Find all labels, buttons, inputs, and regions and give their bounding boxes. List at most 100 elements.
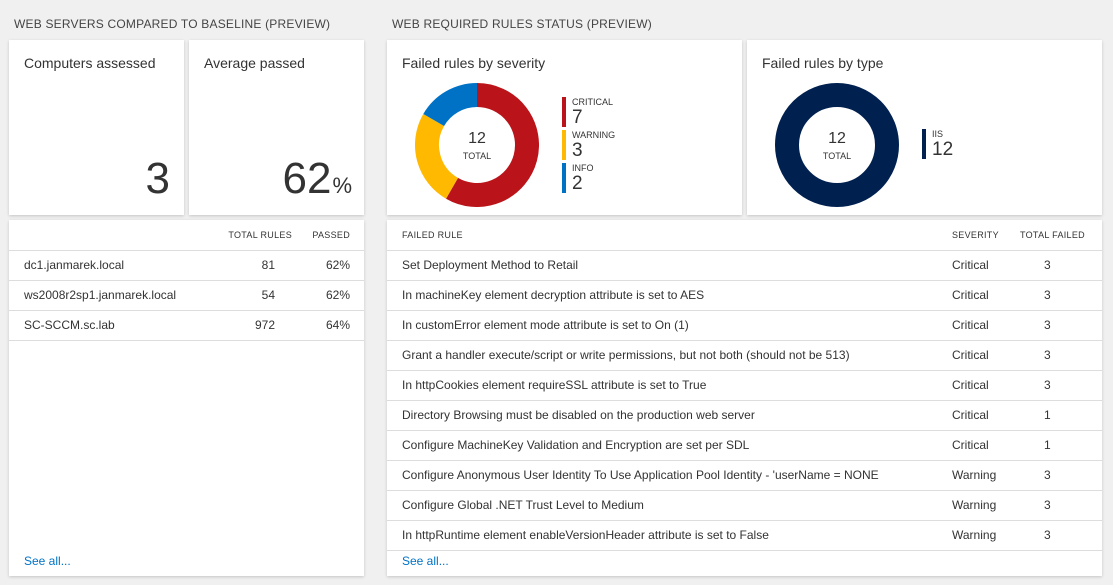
type-donut-arcs [775, 83, 899, 207]
severity-chart-tile[interactable]: Failed rules by severity 12 TOTAL CRITIC… [387, 40, 742, 215]
failed-rule-count: 1 [1020, 400, 1102, 431]
server-name: SC-SCCM.sc.lab [9, 310, 220, 341]
severity-total-value: 12 [468, 130, 486, 147]
col-server-name [9, 220, 220, 251]
table-row[interactable]: Configure MachineKey Validation and Encr… [387, 430, 1102, 461]
severity-legend-swatch [562, 163, 566, 193]
computers-assessed-value: 3 [146, 157, 170, 201]
type-donut: 12 TOTAL [775, 83, 899, 207]
table-row[interactable]: In httpCookies element requireSSL attrib… [387, 370, 1102, 401]
average-passed-tile[interactable]: Average passed 62% [189, 40, 364, 215]
failed-rule-name: Grant a handler execute/script or write … [387, 340, 952, 371]
type-legend: IIS 12 [922, 129, 953, 162]
server-name: ws2008r2sp1.janmarek.local [9, 280, 220, 311]
failed-rule-severity: Critical [952, 250, 1020, 281]
server-passed: 62% [300, 250, 364, 281]
col-failed-rule: FAILED RULE [387, 220, 952, 251]
col-passed: PASSED [300, 220, 364, 251]
severity-slice-warning[interactable] [415, 114, 459, 199]
left-section-title: WEB SERVERS COMPARED TO BASELINE (PREVIE… [14, 17, 331, 31]
type-chart-tile[interactable]: Failed rules by type 12 TOTAL IIS 12 [747, 40, 1102, 215]
failed-rule-count: 3 [1020, 520, 1102, 551]
failed-rule-count: 3 [1020, 280, 1102, 311]
table-row[interactable]: Configure Global .NET Trust Level to Med… [387, 490, 1102, 521]
servers-table-header: TOTAL RULES PASSED [9, 220, 364, 251]
average-passed-number: 62 [282, 154, 332, 203]
rules-see-all-link[interactable]: See all... [402, 554, 449, 568]
table-row[interactable]: SC-SCCM.sc.lab 972 64% [9, 310, 364, 341]
failed-rule-count: 3 [1020, 340, 1102, 371]
table-row[interactable]: Set Deployment Method to Retail Critical 3 [387, 250, 1102, 281]
severity-donut-svg: 12 TOTAL [415, 83, 539, 207]
failed-rule-severity: Critical [952, 340, 1020, 371]
server-total-rules: 54 [220, 280, 300, 311]
table-row[interactable]: Grant a handler execute/script or write … [387, 340, 1102, 371]
table-row[interactable]: Directory Browsing must be disabled on t… [387, 400, 1102, 431]
table-row[interactable]: In customError element mode attribute is… [387, 310, 1102, 341]
type-legend-swatch [922, 129, 926, 159]
severity-slice-critical[interactable] [446, 83, 539, 207]
severity-total-label: TOTAL [463, 151, 491, 161]
severity-legend-value: 3 [572, 140, 583, 161]
severity-legend-swatch [562, 97, 566, 127]
table-row[interactable]: In httpRuntime element enableVersionHead… [387, 520, 1102, 551]
failed-rule-severity: Warning [952, 520, 1020, 551]
failed-rule-count: 3 [1020, 310, 1102, 341]
failed-rule-severity: Critical [952, 430, 1020, 461]
type-chart-title: Failed rules by type [762, 55, 884, 71]
table-row[interactable]: dc1.janmarek.local 81 62% [9, 250, 364, 281]
failed-rule-severity: Critical [952, 400, 1020, 431]
average-passed-value: 62% [282, 157, 352, 201]
severity-legend-item-info[interactable]: INFO 2 [562, 163, 615, 196]
failed-rule-name: In machineKey element decryption attribu… [387, 280, 952, 311]
severity-slice-info[interactable] [423, 83, 478, 127]
type-donut-svg: 12 TOTAL [775, 83, 899, 207]
type-slice-iis[interactable] [775, 83, 899, 207]
failed-rule-name: Directory Browsing must be disabled on t… [387, 400, 952, 431]
servers-see-all-link[interactable]: See all... [24, 554, 71, 568]
table-row[interactable]: In machineKey element decryption attribu… [387, 280, 1102, 311]
servers-table: TOTAL RULES PASSED dc1.janmarek.local 81… [9, 220, 364, 341]
type-total-value: 12 [828, 130, 846, 147]
failed-rule-name: In httpRuntime element enableVersionHead… [387, 520, 952, 551]
table-row[interactable]: ws2008r2sp1.janmarek.local 54 62% [9, 280, 364, 311]
table-row[interactable]: Configure Anonymous User Identity To Use… [387, 460, 1102, 491]
right-section-title: WEB REQUIRED RULES STATUS (PREVIEW) [392, 17, 652, 31]
failed-rule-severity: Critical [952, 280, 1020, 311]
computers-assessed-label: Computers assessed [24, 55, 156, 71]
average-passed-label: Average passed [204, 55, 305, 71]
server-total-rules: 81 [220, 250, 300, 281]
failed-rule-count: 3 [1020, 460, 1102, 491]
failed-rule-severity: Warning [952, 460, 1020, 491]
severity-legend-item-warning[interactable]: WARNING 3 [562, 130, 615, 163]
col-total-failed: TOTAL FAILED [1020, 220, 1102, 251]
failed-rule-count: 3 [1020, 250, 1102, 281]
severity-chart-title: Failed rules by severity [402, 55, 546, 71]
failed-rule-name: Configure Global .NET Trust Level to Med… [387, 490, 952, 521]
failed-rule-name: In customError element mode attribute is… [387, 310, 952, 341]
severity-legend-label: WARNING [572, 130, 616, 140]
severity-legend-swatch [562, 130, 566, 160]
failed-rule-name: Set Deployment Method to Retail [387, 250, 952, 281]
severity-donut: 12 TOTAL [415, 83, 539, 207]
computers-assessed-tile[interactable]: Computers assessed 3 [9, 40, 184, 215]
failed-rule-name: Configure MachineKey Validation and Encr… [387, 430, 952, 461]
col-total-rules: TOTAL RULES [220, 220, 300, 251]
severity-legend-label: CRITICAL [572, 97, 614, 107]
failed-rule-name: In httpCookies element requireSSL attrib… [387, 370, 952, 401]
col-severity: SEVERITY [952, 220, 1020, 251]
server-passed: 62% [300, 280, 364, 311]
type-legend-item-iis[interactable]: IIS 12 [922, 129, 953, 162]
failed-rule-severity: Critical [952, 370, 1020, 401]
failed-rule-count: 3 [1020, 490, 1102, 521]
severity-legend: CRITICAL 7 WARNING 3 INFO 2 [562, 97, 615, 196]
average-passed-unit: % [332, 173, 352, 198]
severity-legend-item-critical[interactable]: CRITICAL 7 [562, 97, 615, 130]
failed-rule-count: 1 [1020, 430, 1102, 461]
failed-rules-table-tile: FAILED RULE SEVERITY TOTAL FAILED Set De… [387, 220, 1102, 576]
type-legend-value: 12 [932, 139, 954, 160]
server-total-rules: 972 [220, 310, 300, 341]
failed-rule-severity: Warning [952, 490, 1020, 521]
server-name: dc1.janmarek.local [9, 250, 220, 281]
failed-rule-count: 3 [1020, 370, 1102, 401]
